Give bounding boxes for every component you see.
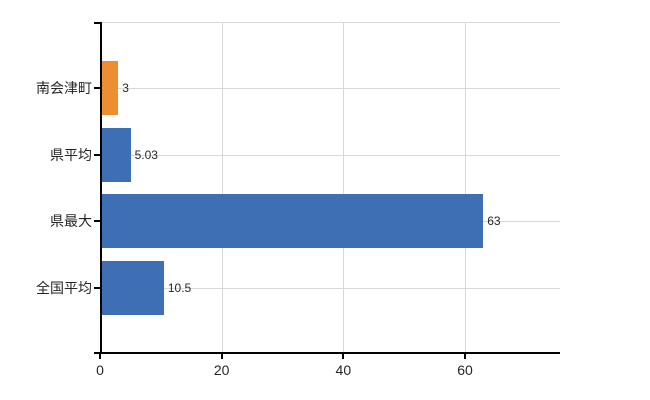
category-label: 全国平均 (36, 279, 92, 296)
category-label: 南会津町 (36, 80, 92, 96)
category-label: 県平均 (50, 146, 92, 163)
bar (100, 260, 164, 315)
x-gridline (465, 22, 466, 353)
bar (100, 127, 131, 182)
x-axis-tick (464, 353, 466, 359)
category-label: 県最大 (50, 213, 92, 229)
x-tick-label: 20 (213, 362, 230, 378)
bar (100, 194, 484, 248)
value-label: 5.03 (134, 147, 158, 162)
y-axis-top-tick (94, 22, 100, 24)
value-label: 10.5 (167, 280, 192, 295)
x-tick-label: 0 (96, 362, 104, 378)
x-tick-label: 60 (457, 362, 473, 378)
y-axis-tick (94, 153, 100, 156)
value-label: 63 (487, 214, 501, 228)
category-gridline (100, 154, 560, 156)
category-gridline (100, 88, 560, 89)
category-gridline (100, 287, 560, 289)
y-axis-tick (94, 286, 100, 289)
bar (100, 61, 119, 115)
y-axis-tick (94, 87, 100, 89)
y-axis-line (100, 22, 102, 353)
plot-top-border (100, 22, 560, 23)
x-axis-tick (99, 353, 101, 359)
x-gridline (221, 22, 223, 353)
x-gridline (343, 22, 345, 353)
x-axis-tick (342, 353, 345, 359)
value-label: 3 (122, 81, 129, 95)
x-axis-tick (220, 353, 223, 359)
y-axis-tick (94, 220, 100, 222)
x-axis-line (94, 352, 560, 354)
x-tick-label: 40 (335, 362, 352, 378)
